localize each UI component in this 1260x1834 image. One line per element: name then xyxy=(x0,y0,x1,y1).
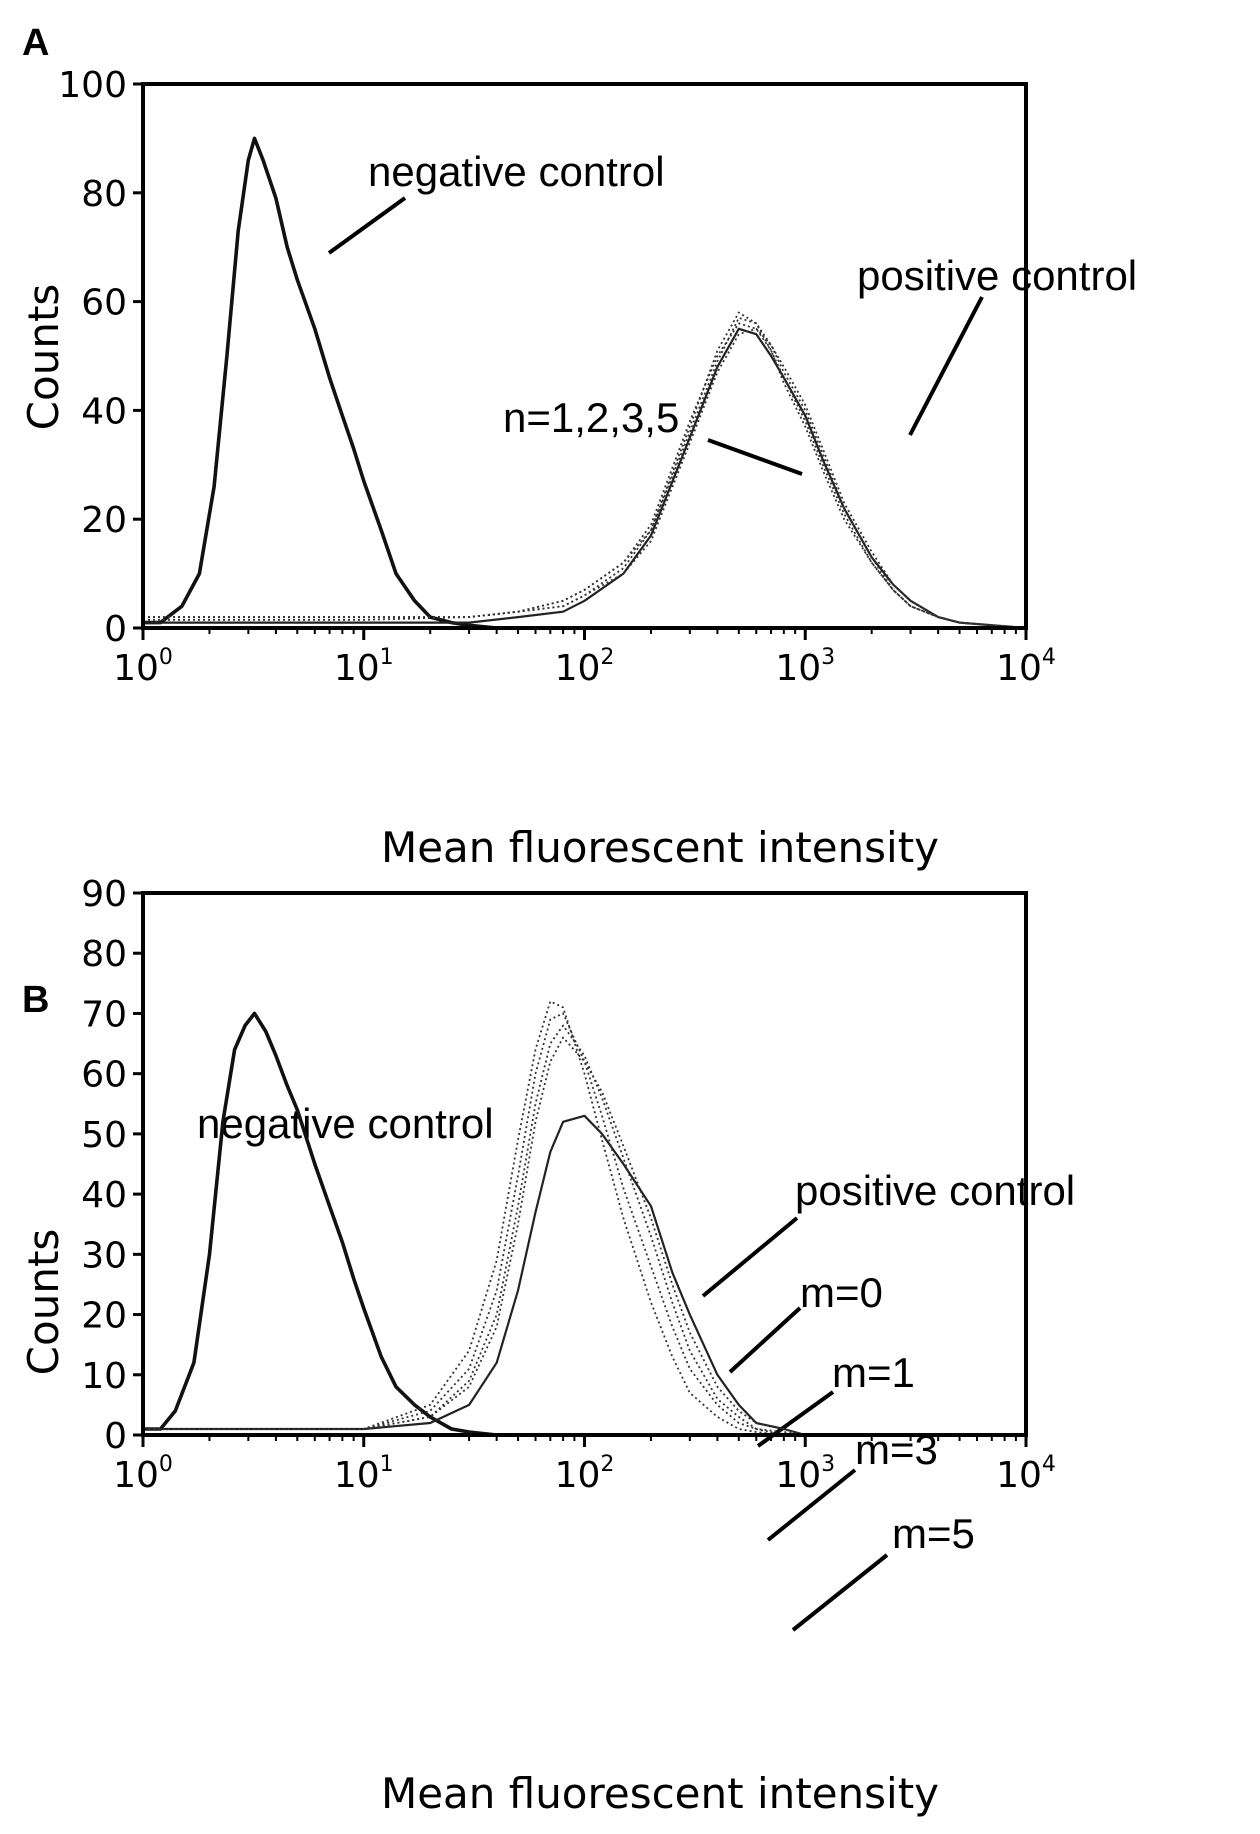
panel-b-leader-m0 xyxy=(728,1306,802,1374)
panel-b-ytick-label: 70 xyxy=(81,994,127,1035)
panel-b-ytick-label: 40 xyxy=(81,1175,127,1216)
panel-b-series-m-1 xyxy=(143,1024,806,1436)
panel-a-ytick-label: 0 xyxy=(104,609,127,650)
panel-a-ytick-label: 80 xyxy=(81,174,127,215)
panel-b-ylabel: Counts xyxy=(19,1229,68,1376)
panel-a-ytick-label: 60 xyxy=(81,283,127,324)
panel-b-annotation-m5: m=5 xyxy=(892,1510,975,1557)
panel-b-ytick-label: 60 xyxy=(81,1055,127,1096)
panel-b-leader-m5 xyxy=(791,1553,889,1632)
panel-a-annotation-positive-control: positive control xyxy=(857,252,1137,299)
panel-a-xtick-label: 102 xyxy=(555,645,615,689)
panel-b-ytick-label: 10 xyxy=(81,1356,127,1397)
panel-a-xtick-label: 104 xyxy=(996,645,1056,689)
panel-b-ytick-label: 0 xyxy=(104,1416,127,1457)
panel-a-series-negative-control xyxy=(143,136,497,630)
panel-b-ytick-label: 30 xyxy=(81,1235,127,1276)
panel-b-xtick-label: 101 xyxy=(334,1452,394,1496)
panel-b-ytick-label: 80 xyxy=(81,934,127,975)
plot-layer: 0 20 40 60 80 100 100 101 102 103 104 0 10 20 30 40 50 60… xyxy=(58,65,1056,1496)
panel-b-series-positive-control xyxy=(143,1114,806,1437)
panel-a-series-n-1 xyxy=(143,322,1027,629)
panel-a-ylabel: Counts xyxy=(19,284,68,431)
panel-b-ytick-label: 50 xyxy=(81,1115,127,1156)
panel-a-leader-positive-control xyxy=(908,296,984,436)
panel-a-xlabel: Mean fluorescent intensity xyxy=(381,823,939,872)
panel-b-xlabel: Mean fluorescent intensity xyxy=(381,1769,939,1818)
panel-a-annotation-n-list: n=1,2,3,5 xyxy=(503,394,679,441)
panel-b-leader-m3 xyxy=(766,1468,857,1542)
panel-a-series-n-2 xyxy=(143,317,1027,629)
panel-a-ytick-label: 20 xyxy=(81,500,127,541)
panel-b-ytick-label: 20 xyxy=(81,1296,127,1337)
panel-b-xtick-label: 103 xyxy=(775,1452,835,1496)
panel-a-leader-n-list xyxy=(707,438,803,476)
panel-b-series-m-0 xyxy=(143,1036,806,1436)
panel-a-series-positive-control xyxy=(143,327,1027,630)
panel-b-leader-positive-control xyxy=(701,1216,799,1298)
panel-b-letter: B xyxy=(22,979,49,1021)
panel-b-series-m-3 xyxy=(143,1012,806,1436)
panel-b-annotation-m0: m=0 xyxy=(800,1269,883,1316)
panel-a-xtick-label: 101 xyxy=(334,645,394,689)
panel-a-ytick-label: 100 xyxy=(58,65,127,106)
panel-a-annotation-negative-control: negative control xyxy=(368,148,665,195)
panel-b-annotation-positive-control: positive control xyxy=(795,1167,1075,1214)
panel-a-xtick-label: 103 xyxy=(775,645,835,689)
panel-a-xtick-label: 100 xyxy=(113,645,173,689)
panel-b-xtick-label: 104 xyxy=(996,1452,1056,1496)
panel-a-series-n-3 xyxy=(143,327,1027,629)
panel-a-leader-negative-control xyxy=(327,196,407,255)
panel-a-letter: A xyxy=(22,22,49,64)
panel-a-series-n-5 xyxy=(143,311,1027,629)
panel-b-xtick-label: 102 xyxy=(555,1452,615,1496)
panel-b-annotation-m1: m=1 xyxy=(832,1349,915,1396)
panel-b-xtick-label: 100 xyxy=(113,1452,173,1496)
panel-b-ytick-label: 90 xyxy=(81,874,127,915)
panel-b-annotation-negative-control: negative control xyxy=(197,1100,494,1147)
panel-a-ytick-label: 40 xyxy=(81,391,127,432)
panel-b-series-negative-control xyxy=(143,1011,497,1437)
panel-b-series-m-5 xyxy=(143,1000,806,1436)
